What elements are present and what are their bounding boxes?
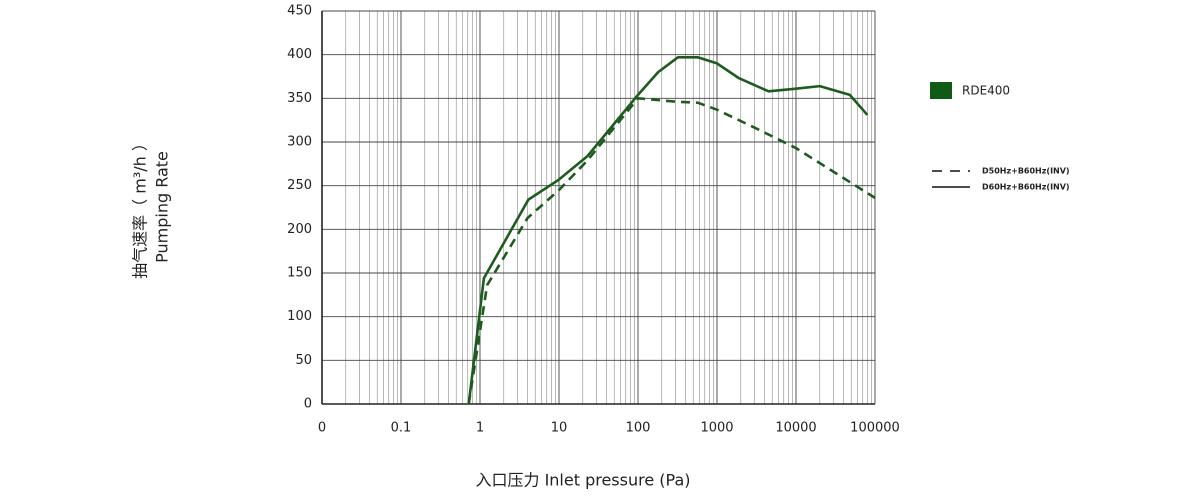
series-line xyxy=(467,97,876,405)
x-tick-label: 10 xyxy=(551,421,568,436)
y-tick-label: 300 xyxy=(287,135,312,150)
x-axis-title: 入口压力 Inlet pressure (Pa) xyxy=(475,471,690,490)
legend-swatch xyxy=(930,82,952,99)
y-tick-label: 400 xyxy=(287,47,312,62)
legend-label: D60Hz+B60Hz(INV) xyxy=(982,183,1070,192)
x-tick-label: 0 xyxy=(318,421,326,436)
legend-title: RDE400 xyxy=(962,84,1010,98)
x-tick-label: 1 xyxy=(476,421,484,436)
x-tick-label: 10000 xyxy=(775,421,816,436)
x-tick-label: 1000 xyxy=(700,421,733,436)
y-label-en: Pumping Rate xyxy=(153,151,172,263)
series-line xyxy=(467,55,869,405)
y-axis-title: 抽气速率（ m³/h ） Pumping Rate xyxy=(131,135,172,279)
y-tick-label: 150 xyxy=(287,266,312,281)
y-tick-label: 200 xyxy=(287,222,312,237)
y-tick-label: 50 xyxy=(295,353,312,368)
legend-label: D50Hz+B60Hz(INV) xyxy=(982,167,1070,176)
x-tick-label: 0.1 xyxy=(391,421,412,436)
x-tick-label: 100000 xyxy=(850,421,900,436)
y-tick-label: 350 xyxy=(287,91,312,106)
y-label-cn: 抽气速率（ m³/h ） xyxy=(131,135,150,279)
y-tick-label: 100 xyxy=(287,309,312,324)
x-tick-label: 100 xyxy=(626,421,651,436)
y-tick-label: 0 xyxy=(304,397,312,412)
y-tick-label: 250 xyxy=(287,178,312,193)
y-tick-label: 450 xyxy=(287,4,312,19)
